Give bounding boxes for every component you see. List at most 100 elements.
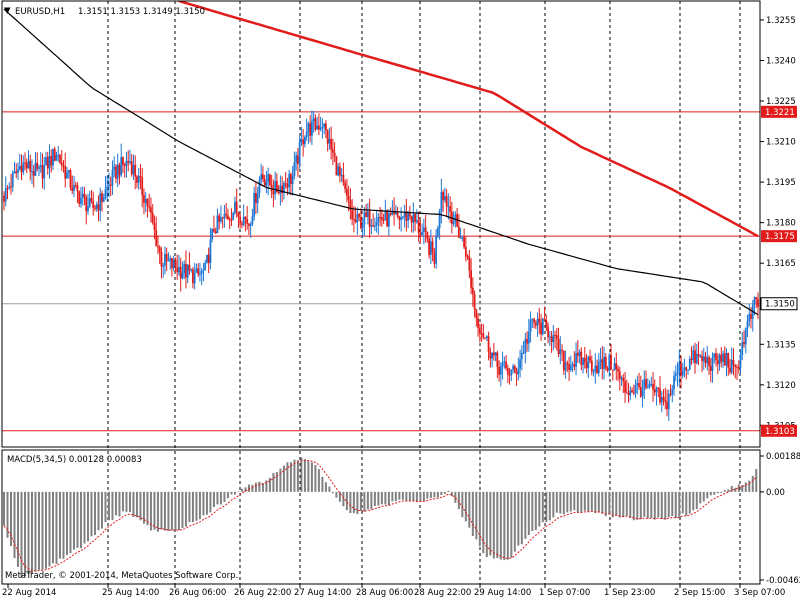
candle[interactable] (736, 364, 738, 381)
candle[interactable] (643, 370, 646, 400)
candle[interactable] (29, 154, 32, 181)
candle[interactable] (143, 188, 145, 215)
macd-bar[interactable] (513, 491, 516, 552)
macd-bar[interactable] (272, 473, 275, 492)
candle[interactable] (302, 128, 305, 157)
macd-bar[interactable] (261, 482, 264, 492)
macd-bar[interactable] (387, 491, 390, 506)
macd-bar[interactable] (160, 491, 163, 530)
candle[interactable] (468, 249, 471, 279)
candle[interactable] (195, 263, 198, 273)
candle[interactable] (88, 190, 91, 209)
candle[interactable] (377, 213, 380, 235)
candle[interactable] (55, 151, 58, 161)
candle[interactable] (690, 346, 693, 365)
candle[interactable] (179, 257, 182, 292)
candle[interactable] (256, 187, 259, 214)
macd-bar[interactable] (681, 491, 684, 514)
candle[interactable] (534, 320, 537, 330)
macd-bar[interactable] (352, 491, 355, 514)
macd-bar[interactable] (622, 491, 625, 518)
candle[interactable] (136, 175, 138, 189)
candle[interactable] (300, 126, 303, 147)
macd-bar[interactable] (76, 491, 79, 548)
candle[interactable] (162, 262, 165, 278)
candle[interactable] (489, 347, 492, 368)
candle[interactable] (632, 384, 635, 396)
macd-bar[interactable] (44, 491, 47, 569)
candle[interactable] (435, 229, 438, 269)
candle[interactable] (24, 152, 26, 171)
candle[interactable] (351, 198, 354, 226)
macd-bar[interactable] (657, 491, 660, 518)
macd-bar[interactable] (13, 491, 16, 559)
candle[interactable] (522, 341, 525, 354)
macd-bar[interactable] (440, 491, 443, 496)
candle[interactable] (683, 358, 686, 378)
candle[interactable] (723, 346, 726, 366)
macd-bar[interactable] (548, 491, 551, 521)
candle[interactable] (755, 296, 758, 308)
macd-bar[interactable] (359, 491, 362, 511)
candle[interactable] (436, 225, 439, 239)
macd-bar[interactable] (226, 491, 229, 499)
candle[interactable] (419, 220, 422, 244)
candle[interactable] (508, 367, 511, 385)
candle[interactable] (221, 216, 224, 229)
candle[interactable] (97, 195, 100, 222)
macd-bar[interactable] (671, 491, 674, 517)
macd-bar[interactable] (153, 491, 156, 530)
candle[interactable] (387, 209, 390, 237)
candle[interactable] (708, 355, 710, 375)
candle[interactable] (99, 187, 102, 222)
macd-bar[interactable] (167, 491, 170, 532)
candle[interactable] (57, 145, 60, 162)
candle[interactable] (524, 332, 527, 364)
macd-bar[interactable] (212, 491, 215, 508)
candle[interactable] (611, 369, 614, 381)
macd-bar[interactable] (678, 491, 681, 517)
macd-bar[interactable] (377, 491, 380, 506)
macd-bar[interactable] (485, 491, 488, 558)
macd-bar[interactable] (156, 491, 159, 532)
candle[interactable] (391, 200, 394, 216)
macd-bar[interactable] (16, 491, 19, 567)
candle[interactable] (218, 213, 221, 230)
candle[interactable] (361, 218, 364, 238)
candle[interactable] (373, 217, 376, 232)
candle[interactable] (470, 258, 472, 295)
candle[interactable] (108, 172, 110, 198)
macd-bar[interactable] (727, 489, 730, 492)
candle[interactable] (610, 344, 612, 370)
candle[interactable] (305, 118, 308, 141)
macd-bar[interactable] (699, 491, 702, 504)
candle[interactable] (477, 313, 479, 337)
candle[interactable] (10, 174, 12, 195)
candle[interactable] (480, 323, 483, 342)
macd-bar[interactable] (282, 465, 285, 492)
macd-bar[interactable] (3, 491, 5, 526)
candle[interactable] (627, 382, 630, 403)
candle[interactable] (129, 149, 131, 165)
candle[interactable] (555, 327, 558, 351)
candle[interactable] (193, 262, 196, 290)
candle[interactable] (321, 118, 324, 139)
macd-bar[interactable] (408, 491, 411, 502)
macd-bar[interactable] (660, 491, 663, 520)
candle[interactable] (165, 247, 168, 272)
candle[interactable] (603, 346, 605, 380)
candle[interactable] (83, 187, 86, 206)
macd-bar[interactable] (667, 491, 670, 518)
candle[interactable] (232, 211, 235, 221)
candle[interactable] (139, 164, 142, 190)
candle[interactable] (197, 263, 200, 277)
candle[interactable] (664, 387, 667, 410)
symbol-dropdown-icon[interactable]: ▼ (4, 6, 11, 16)
macd-bar[interactable] (296, 460, 299, 492)
candle[interactable] (34, 152, 37, 177)
candle[interactable] (421, 223, 424, 237)
macd-bar[interactable] (650, 491, 653, 519)
macd-bar[interactable] (314, 465, 317, 492)
macd-bar[interactable] (583, 491, 586, 511)
candle[interactable] (118, 162, 121, 185)
